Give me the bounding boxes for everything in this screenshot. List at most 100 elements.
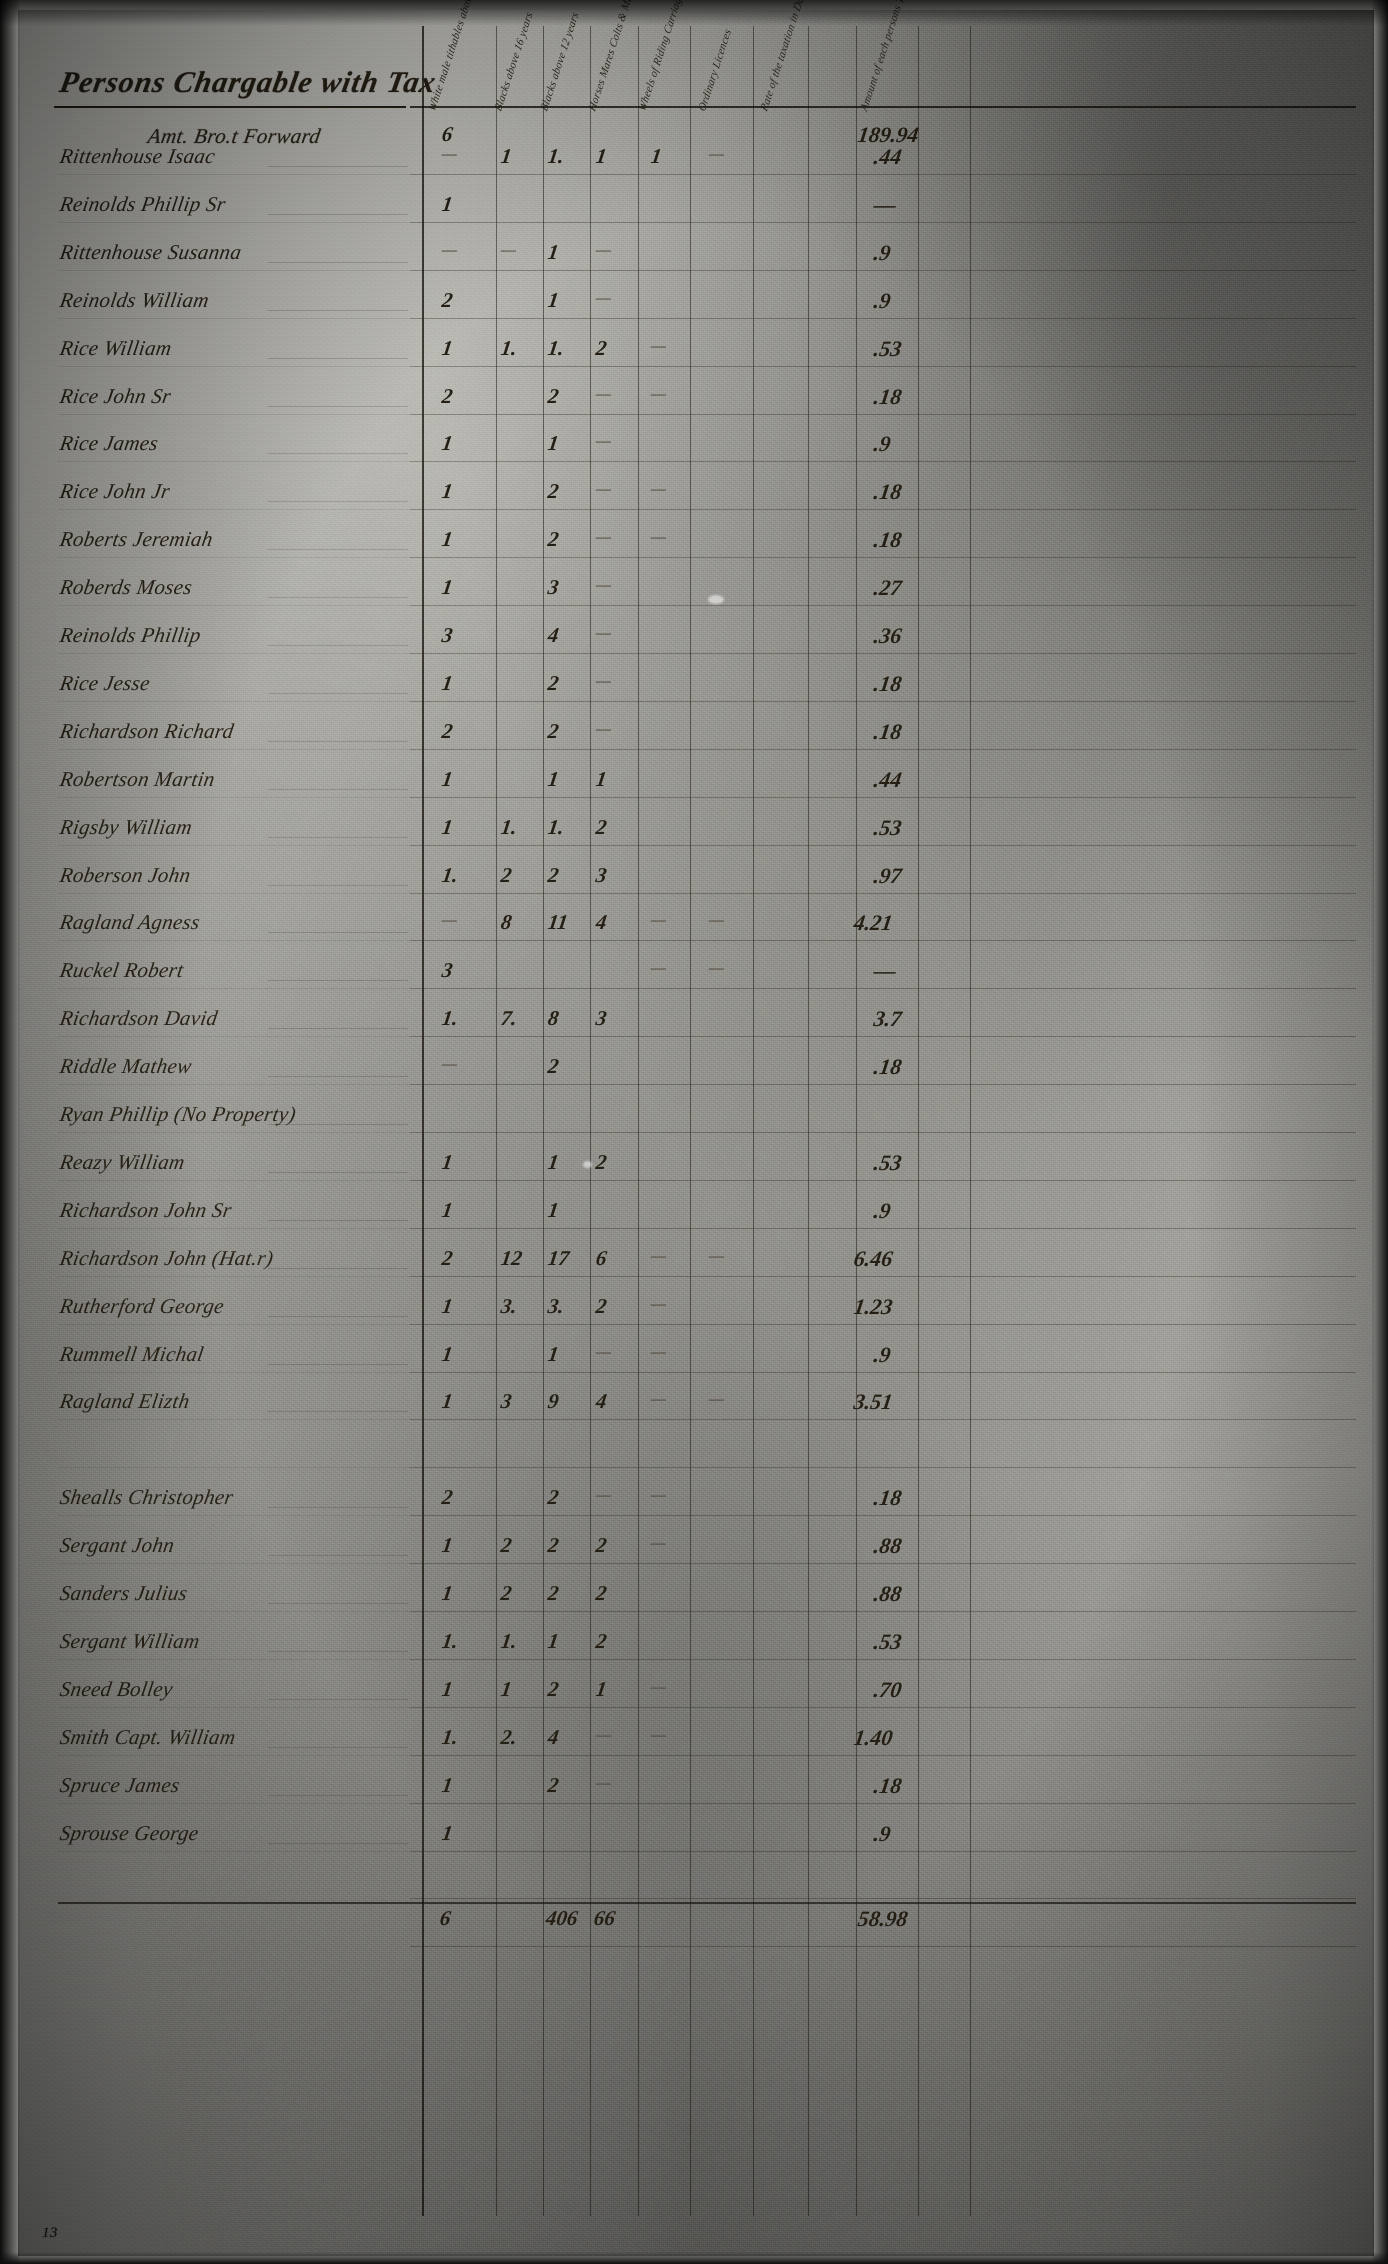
cell-c1: 1	[440, 1293, 455, 1318]
row-amount: .18	[872, 527, 904, 553]
cell-c1: 1.	[440, 862, 460, 887]
column-rule-2	[543, 26, 544, 2216]
name-rule-9	[58, 605, 410, 607]
totals-top-rule	[58, 1902, 1356, 1905]
cell-c4: —	[594, 287, 613, 307]
row-amount: .9	[872, 1197, 893, 1223]
row-amount: .9	[872, 287, 893, 313]
cell-c3: 2	[546, 1485, 561, 1510]
name-leader-dash	[268, 1603, 408, 1604]
name-rule-3	[58, 317, 410, 319]
name-leader-dash	[268, 1650, 408, 1652]
name-leader-dash	[268, 453, 408, 455]
total-c1: 6	[438, 1906, 453, 1931]
cell-c4: —	[594, 718, 613, 738]
cell-c1: 3	[440, 623, 455, 647]
row-name: Ryan Phillip (No Property)	[58, 1102, 298, 1126]
total-c3: 406	[544, 1906, 580, 1931]
cell-c1: 3	[440, 958, 455, 983]
name-leader-dash	[268, 740, 408, 742]
row-amount: .44	[872, 766, 904, 792]
cell-c3: 9	[546, 1389, 561, 1414]
cell-c6: —	[707, 910, 726, 930]
cell-c4: 1	[594, 1676, 609, 1701]
row-amount: .9	[872, 239, 893, 265]
column-rule-7	[808, 26, 809, 2216]
row-rule-13	[410, 796, 1356, 798]
row-rule-10	[410, 653, 1356, 654]
cell-c3: 1	[546, 766, 561, 791]
name-leader-dash	[268, 357, 408, 359]
name-rule-33	[58, 1754, 410, 1756]
cell-c1: 2	[440, 718, 455, 743]
cell-c1: 1	[440, 1676, 455, 1701]
cell-c3: 1	[546, 239, 561, 264]
total-c4: 66	[592, 1906, 617, 1931]
name-rule-5	[58, 413, 410, 415]
name-leader-dash	[268, 1842, 408, 1844]
row-rule-6	[410, 461, 1356, 463]
row-amount: .88	[872, 1533, 904, 1559]
cell-c4: —	[594, 527, 613, 547]
cell-c2: 8	[499, 910, 514, 935]
column-rule-4	[638, 26, 639, 2216]
row-rule-3	[410, 317, 1356, 319]
cell-c3: 1.	[546, 814, 566, 839]
row-amount: .9	[872, 1341, 893, 1367]
cell-c1: 2	[440, 1485, 455, 1510]
row-amount: .97	[872, 862, 904, 888]
cell-c2: 2	[499, 862, 514, 887]
row-amount: —	[872, 958, 898, 984]
row-name: Shealls Christopher	[58, 1485, 236, 1510]
cell-c5: —	[649, 1293, 668, 1313]
page-title-underline	[54, 106, 406, 108]
name-rule-22	[58, 1227, 410, 1229]
cell-c1: 1	[440, 575, 455, 600]
row-amount: .53	[872, 335, 904, 361]
cell-c1: 1.	[440, 1724, 460, 1749]
name-leader-dash	[268, 1315, 408, 1317]
row-amount: .53	[872, 1628, 904, 1654]
cell-c5: —	[649, 1485, 668, 1505]
cell-c3: 3	[546, 575, 561, 600]
name-rule-13	[58, 796, 410, 798]
row-amount: .18	[872, 1772, 904, 1798]
cell-c4: 2	[594, 335, 609, 360]
cell-c5: —	[649, 1676, 668, 1696]
column-header-2: Blacks above 16 years	[492, 10, 536, 114]
row-amount: .9	[872, 1820, 893, 1846]
cell-c5: —	[649, 383, 668, 403]
row-name: Sergant William	[58, 1628, 202, 1653]
cell-c3: 3.	[546, 1293, 566, 1318]
cell-c5: —	[649, 1724, 668, 1744]
cell-c5: —	[649, 910, 668, 930]
cell-c3: 1	[546, 287, 561, 312]
row-amount: 4.21	[852, 910, 895, 936]
row-rule-30	[410, 1611, 1356, 1612]
name-rule-31	[58, 1658, 410, 1660]
row-name: Rittenhouse Susanna	[58, 239, 244, 264]
name-leader-dash	[268, 884, 408, 886]
name-rule-35	[58, 1850, 410, 1852]
name-rule-34	[58, 1802, 410, 1804]
row-rule-26	[410, 1419, 1356, 1421]
name-rule-0	[58, 174, 410, 175]
right-page-edge	[1372, 0, 1388, 2264]
cell-c3: 2	[546, 1054, 561, 1079]
cell-c4: 3	[594, 862, 609, 887]
row-rule-33	[410, 1754, 1356, 1756]
paper-blemish	[708, 595, 724, 604]
paper-surface: Persons Chargable with Tax White male ti…	[18, 0, 1374, 2256]
cell-c2: 7.	[499, 1006, 519, 1031]
name-leader-dash	[268, 1411, 408, 1413]
cell-c1: 1	[440, 479, 455, 504]
row-amount: 3.51	[852, 1389, 895, 1415]
cell-c6: —	[707, 144, 726, 163]
row-name: Sneed Bolley	[58, 1676, 175, 1701]
row-rule-7	[410, 509, 1356, 511]
name-rule-18	[58, 1036, 410, 1038]
cell-c6: —	[707, 958, 726, 978]
row-rule-15	[410, 892, 1356, 894]
row-name: Robertson Martin	[58, 766, 217, 791]
row-rule-17	[410, 988, 1356, 990]
